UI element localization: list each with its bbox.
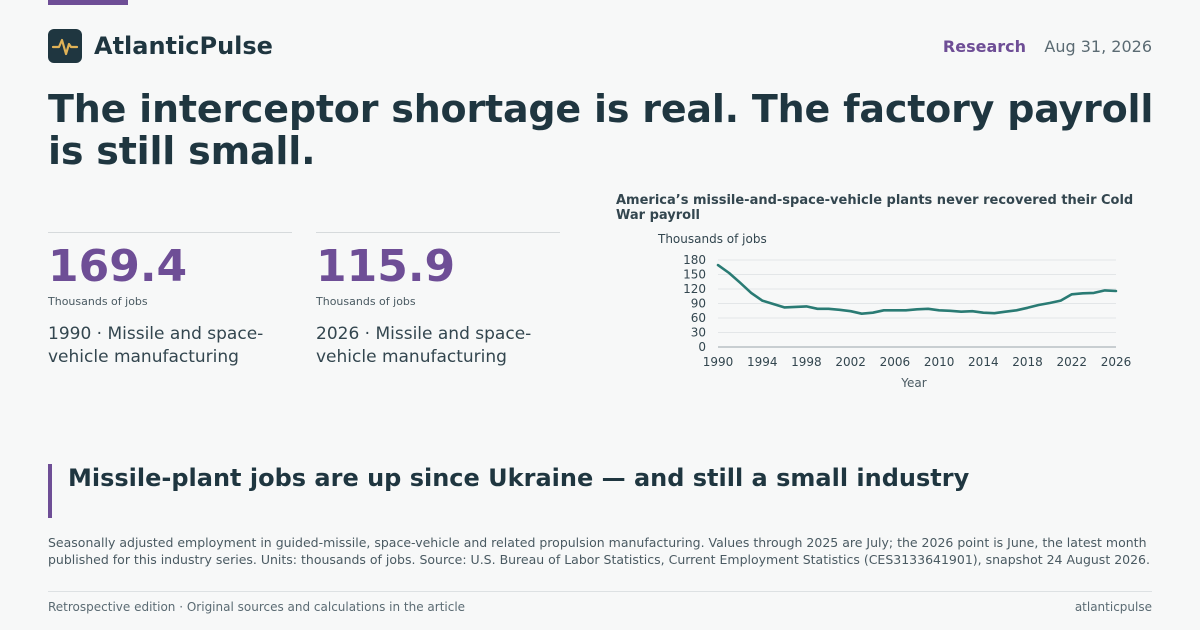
footer-edition: Retrospective edition · Original sources… — [48, 600, 466, 614]
y-tick-label: 30 — [691, 326, 706, 340]
stat-label: 1990 · Missile and space-vehicle manufac… — [48, 324, 264, 367]
y-tick-label: 150 — [683, 268, 706, 282]
y-tick-label: 180 — [683, 253, 706, 267]
callout-text: Missile-plant jobs are up since Ukraine … — [68, 464, 970, 492]
top-accent-bar — [48, 0, 128, 5]
page-title: The interceptor shortage is real. The fa… — [48, 87, 1154, 173]
x-tick-label: 2026 — [1101, 355, 1132, 369]
x-axis-label: Year — [900, 376, 926, 390]
x-tick-label: 2006 — [880, 355, 911, 369]
x-tick-label: 2018 — [1012, 355, 1043, 369]
series-line — [716, 263, 1118, 315]
stat-card-2026: 115.9 Thousands of jobs 2026 · Missile a… — [316, 232, 560, 369]
x-tick-label: 2010 — [924, 355, 955, 369]
x-tick-label: 2014 — [968, 355, 999, 369]
y-tick-label: 90 — [691, 297, 706, 311]
x-tick-label: 1990 — [703, 355, 734, 369]
grid — [718, 259, 1116, 348]
footer-divider — [48, 591, 1152, 592]
y-tick-label: 60 — [691, 311, 706, 325]
x-tick-label: 2002 — [835, 355, 866, 369]
stat-card-1990: 169.4 Thousands of jobs 1990 · Missile a… — [48, 232, 292, 369]
callout: Missile-plant jobs are up since Ukraine … — [48, 464, 1152, 518]
stat-unit: Thousands of jobs — [48, 295, 148, 308]
stat-value: 169.4 — [48, 241, 188, 292]
pulse-icon — [51, 38, 79, 56]
x-tick-label: 1994 — [747, 355, 778, 369]
y-axis-label: Thousands of jobs — [657, 232, 767, 246]
y-tick-label: 120 — [683, 282, 706, 296]
chart-title: America’s missile-and-space-vehicle plan… — [616, 193, 1134, 223]
footer-site-link[interactable]: atlanticpulse — [1074, 600, 1152, 614]
publish-date: Aug 31, 2026 — [1044, 37, 1152, 56]
x-tick-label: 2022 — [1057, 355, 1088, 369]
logo[interactable] — [48, 29, 82, 63]
stat-value: 115.9 — [316, 241, 456, 292]
y-tick-label: 0 — [698, 340, 706, 354]
section-link[interactable]: Research — [942, 37, 1026, 56]
x-tick-label: 1998 — [791, 355, 822, 369]
site-header: AtlanticPulse Research Aug 31, 2026 — [48, 29, 1152, 63]
stat-unit: Thousands of jobs — [316, 295, 416, 308]
stat-label: 2026 · Missile and space-vehicle manufac… — [316, 324, 532, 367]
brand-name[interactable]: AtlanticPulse — [94, 32, 273, 60]
source-note: Seasonally adjusted employment in guided… — [48, 535, 1150, 567]
